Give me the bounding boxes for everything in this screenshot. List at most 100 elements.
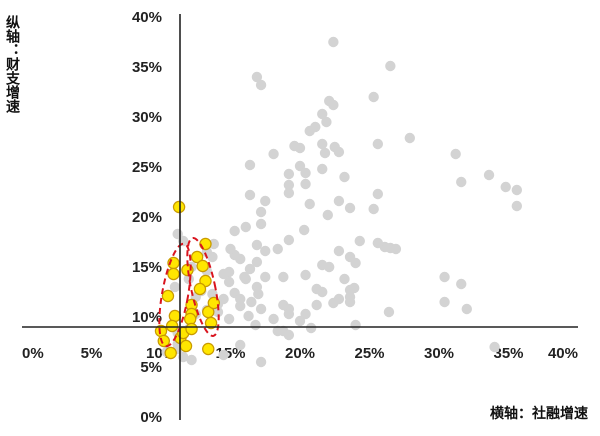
scatter-point [251,256,263,268]
scatter-point [294,315,306,327]
scatter-point [304,125,315,137]
scatter-point [317,163,328,175]
highlight-point [196,259,209,273]
highlight-point [193,282,207,296]
scatter-point [255,79,267,91]
y-axis-label: 纵轴：财支增速 [4,14,21,114]
scatter-point [456,176,467,188]
scatter-point [250,319,261,331]
x-tick-labels: 0% 5% 10% 15% 20% 25% 30% 35% 40% [22,345,578,362]
scatter-point [368,91,379,103]
scatter-point [344,291,356,303]
scatter-point [321,116,332,128]
scatter-point [235,339,246,351]
scatter-point [255,206,267,218]
scatter-point [251,71,263,83]
x-tick-label: 35% [493,345,523,362]
scatter-point [450,148,461,160]
scatter-point [244,189,256,201]
scatter-point [223,313,235,325]
highlight-point [179,339,193,353]
scatter-point [456,278,467,290]
y-tick-label: 25% [132,159,162,176]
dashed-ellipse-right [186,237,220,337]
scatter-point [333,195,345,207]
highlight-point [202,342,215,356]
scatter-point [300,167,311,179]
scatter-point [300,269,311,281]
highlight-point [204,316,218,330]
scatter-point [390,243,402,255]
scatter-point [229,225,240,237]
scatter-point [354,235,365,247]
scatter-point [283,168,295,180]
scatter-point [255,303,267,315]
dashed-ellipse-left [158,242,192,348]
scatter-point [268,148,279,160]
scatter-point [253,288,264,300]
scatter-point [240,221,251,233]
scatter-point [243,310,254,322]
scatter-point [319,147,331,159]
scatter-point [283,187,295,199]
highlight-point [165,319,179,333]
scatter-point [218,268,229,280]
highlight-point [157,334,170,348]
scatter-point [500,181,511,193]
scatter-point [329,141,340,153]
scatter-point [268,313,279,325]
y-tick-label: 5% [140,359,162,376]
scatter-point [339,273,350,285]
scatter-point [283,308,295,320]
scatter-point [260,195,271,207]
scatter-point [283,234,295,246]
scatter-point [323,261,335,273]
x-tick-label: 20% [285,345,315,362]
scatter-point [260,271,271,283]
y-tick-label: 30% [132,109,162,126]
scatter-point [223,276,235,288]
highlight-point [167,267,180,281]
scatter-point [272,243,283,255]
x-tick-label: 5% [81,345,103,362]
x-tick-label: 0% [22,345,44,362]
scatter-point [511,200,523,212]
scatter-point [511,184,523,196]
highlight-point [185,322,198,336]
scatter-point [235,300,246,312]
scatter-point [483,169,495,181]
scatter-point [300,178,311,190]
scatter-point [298,224,310,236]
scatter-point [207,251,218,263]
scatter-point [212,306,224,318]
scatter-point [333,293,345,305]
scatter-point [278,271,289,283]
scatter-point [283,179,295,191]
scatter-point [218,349,229,361]
scatter-point [328,36,339,48]
scatter-point [372,188,384,200]
scatter-point [272,325,283,337]
gray-series [161,36,523,368]
scatter-point [439,271,450,283]
scatter-point [304,198,315,210]
scatter-point [317,286,328,298]
highlight-point [190,250,204,264]
scatter-point [294,160,306,172]
scatter-point [169,281,181,293]
scatter-point [349,282,360,294]
scatter-point [383,306,395,318]
scatter-point [244,159,256,171]
scatter-point [461,303,472,315]
scatter-point [317,138,328,150]
scatter-point [439,296,450,308]
y-tick-labels: 0% 5% 10% 15% 20% 25% 30% 35% 40% [132,9,162,426]
scatter-point [283,329,295,341]
scatter-point [350,319,361,331]
y-tick-label: 15% [132,259,162,276]
scatter-point [344,202,356,214]
y-tick-label: 35% [132,59,162,76]
highlight-point [183,312,197,326]
scatter-point [404,132,416,144]
